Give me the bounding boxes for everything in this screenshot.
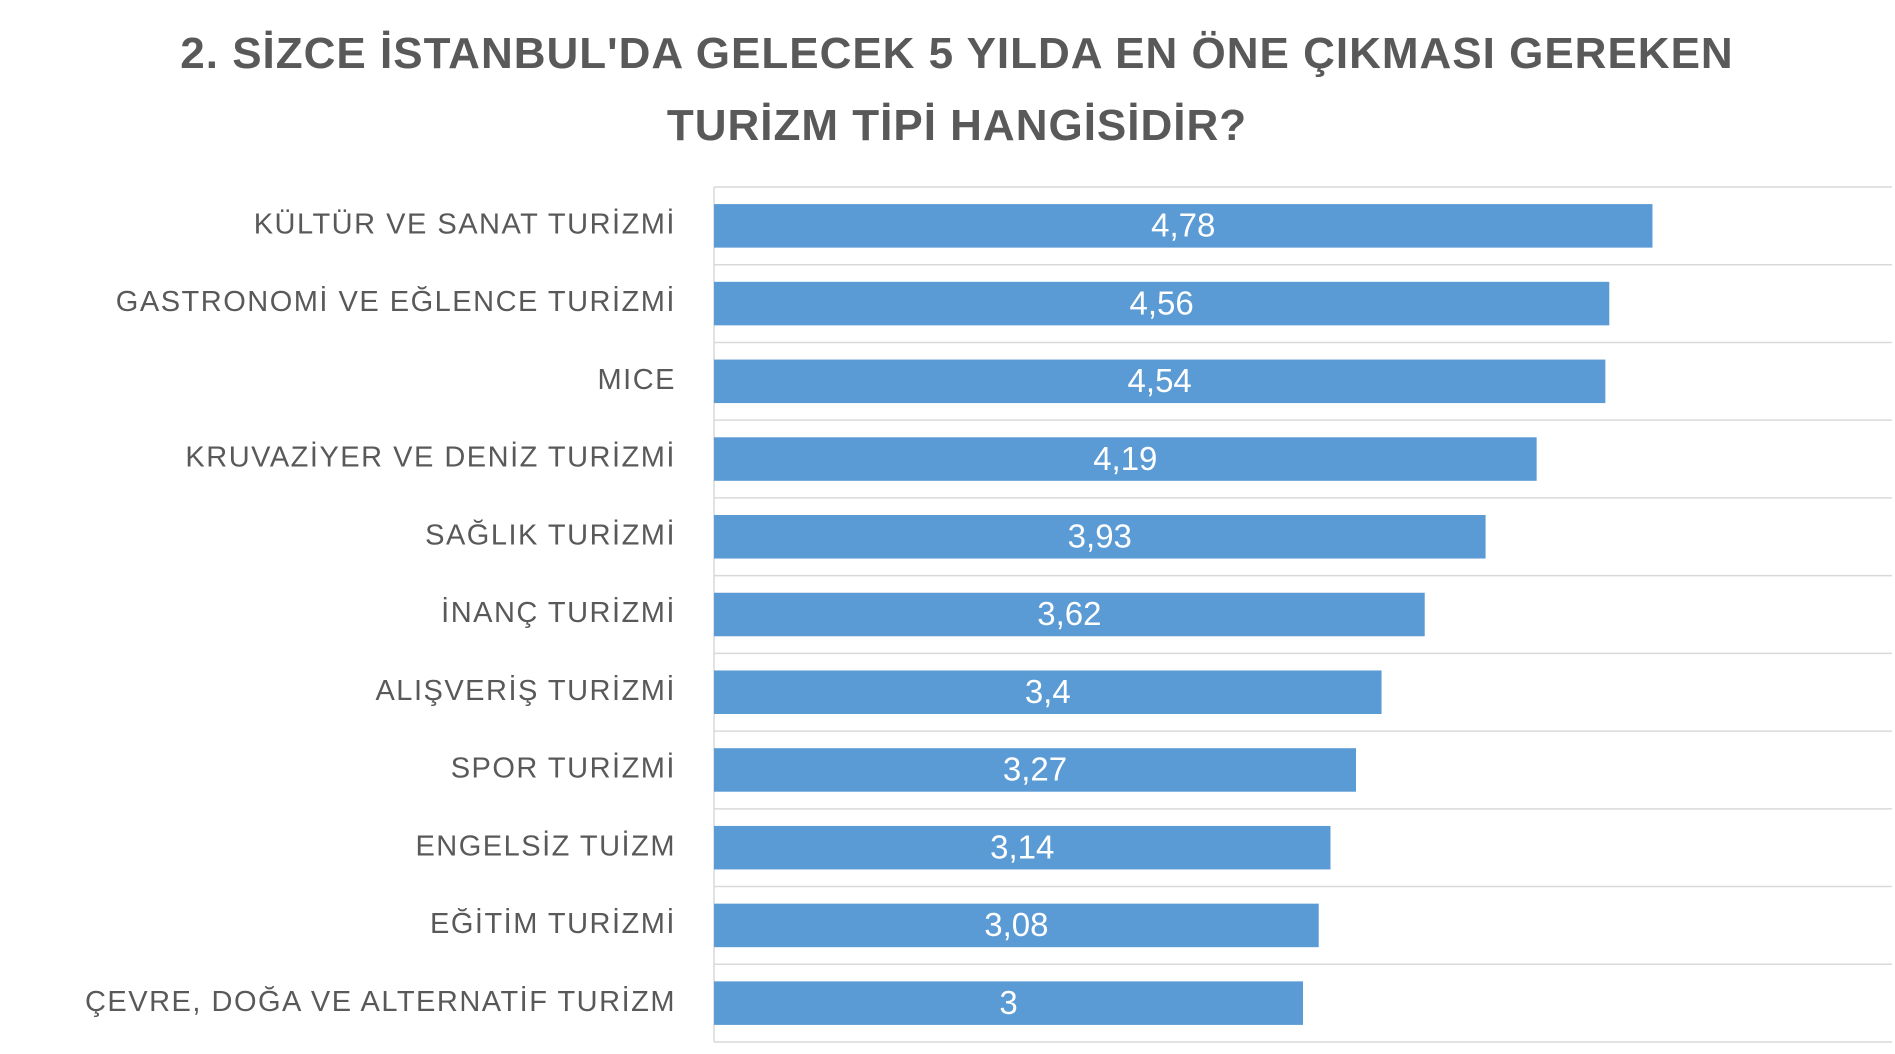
chart-title: 2. SİZCE İSTANBUL'DA GELECEK 5 YILDA EN … [180,29,1734,150]
y-tick-label: ÇEVRE, DOĞA VE ALTERNATİF TURİZM [85,985,676,1018]
value-label: 3,14 [990,828,1054,865]
y-tick-label: GASTRONOMİ VE EĞLENCE TURİZMİ [116,285,676,318]
bar [714,515,1486,559]
value-label: 3,08 [984,906,1048,943]
value-label: 3 [999,984,1017,1021]
bar [714,281,1610,326]
value-label: 4,54 [1128,362,1192,399]
y-tick-label: KÜLTÜR VE SANAT TURİZMİ [254,208,676,241]
value-label: 3,27 [1003,751,1067,788]
value-label: 3,93 [1068,517,1132,554]
y-tick-label: SAĞLIK TURİZMİ [425,518,676,551]
bar [714,981,1303,1025]
bar [714,903,1319,948]
value-label: 3,62 [1037,595,1101,632]
bar [714,204,1653,248]
value-label: 3,4 [1025,673,1071,710]
value-label: 4,19 [1093,440,1157,477]
bar [714,437,1537,481]
value-label: 4,56 [1130,284,1194,321]
value-label: 4,78 [1151,207,1215,244]
bar [714,359,1606,404]
bar [714,748,1357,792]
y-tick-label: SPOR TURİZMİ [451,752,676,785]
y-tick-label: KRUVAZİYER VE DENİZ TURİZMİ [185,441,676,474]
y-tick-label: İNANÇ TURİZMİ [441,596,676,629]
bar [714,592,1425,637]
y-tick-label: ENGELSİZ TUİZM [415,829,676,862]
bar [714,825,1331,870]
bar [714,670,1382,714]
y-tick-label: MICE [598,364,677,396]
y-tick-label: EĞİTİM TURİZMİ [430,907,676,940]
y-tick-label: ALIŞVERİŞ TURİZMİ [375,674,676,707]
